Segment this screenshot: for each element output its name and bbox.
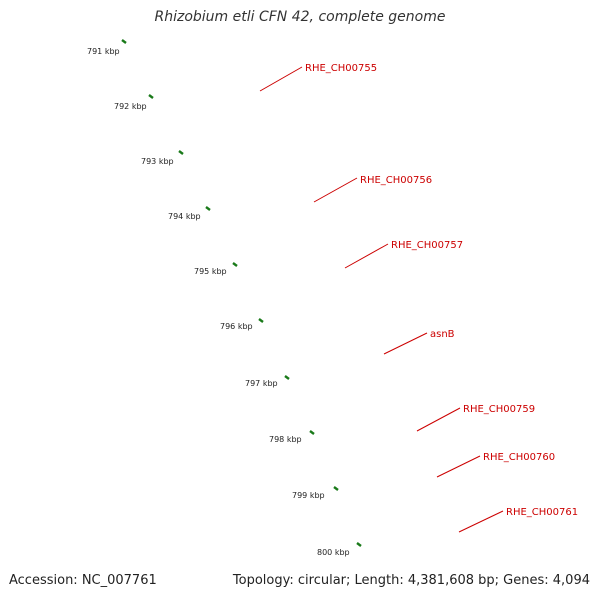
- kbp-label: 797 kbp: [245, 379, 278, 388]
- kbp-major-tick: [356, 542, 362, 547]
- gene-label: RHE_CH00756: [360, 175, 432, 186]
- kbp-major-tick: [205, 206, 211, 211]
- gene-label: RHE_CH00760: [483, 452, 555, 463]
- kbp-label: 791 kbp: [87, 47, 120, 56]
- kbp-major-tick: [121, 39, 127, 44]
- accession-text: Accession: NC_007761: [9, 573, 157, 588]
- gene-label: RHE_CH00759: [463, 404, 535, 415]
- gene-label: RHE_CH00761: [506, 507, 578, 518]
- kbp-major-tick: [148, 94, 154, 99]
- gene-leader-line: [383, 332, 428, 355]
- kbp-major-tick: [309, 430, 315, 435]
- gene-label: RHE_CH00757: [391, 240, 463, 251]
- gene-label: asnB: [430, 329, 455, 340]
- kbp-label: 796 kbp: [220, 322, 253, 331]
- gene-label: RHE_CH00755: [305, 63, 377, 74]
- gene-leader-line: [313, 177, 358, 203]
- kbp-tick-track: 791 kbp 792 kbp 793 kbp 794 kbp 795 kbp 796 k…: [87, 39, 362, 557]
- kbp-label: 800 kbp: [317, 548, 350, 557]
- gene-label-layer: RHE_CH00755 RHE_CH00756 RHE_CH00757 asnB RHE…: [259, 63, 578, 533]
- kbp-label: 795 kbp: [194, 267, 227, 276]
- kbp-major-tick: [333, 486, 339, 491]
- gene-leader-line: [416, 407, 461, 432]
- kbp-major-tick: [284, 375, 290, 380]
- kbp-label: 798 kbp: [269, 435, 302, 444]
- kbp-label: 792 kbp: [114, 102, 147, 111]
- genome-summary-text: Topology: circular; Length: 4,381,608 bp…: [232, 573, 590, 588]
- kbp-major-tick: [232, 262, 238, 267]
- gene-leader-line: [458, 510, 504, 533]
- map-title: Rhizobium etli CFN 42, complete genome: [154, 9, 446, 25]
- gene-leader-line: [259, 66, 303, 92]
- kbp-label: 799 kbp: [292, 491, 325, 500]
- gene-leader-line: [436, 455, 481, 478]
- kbp-label: 794 kbp: [168, 212, 201, 221]
- gene-leader-line: [344, 243, 389, 269]
- kbp-major-tick: [178, 150, 184, 155]
- kbp-label: 793 kbp: [141, 157, 174, 166]
- kbp-major-tick: [258, 318, 264, 323]
